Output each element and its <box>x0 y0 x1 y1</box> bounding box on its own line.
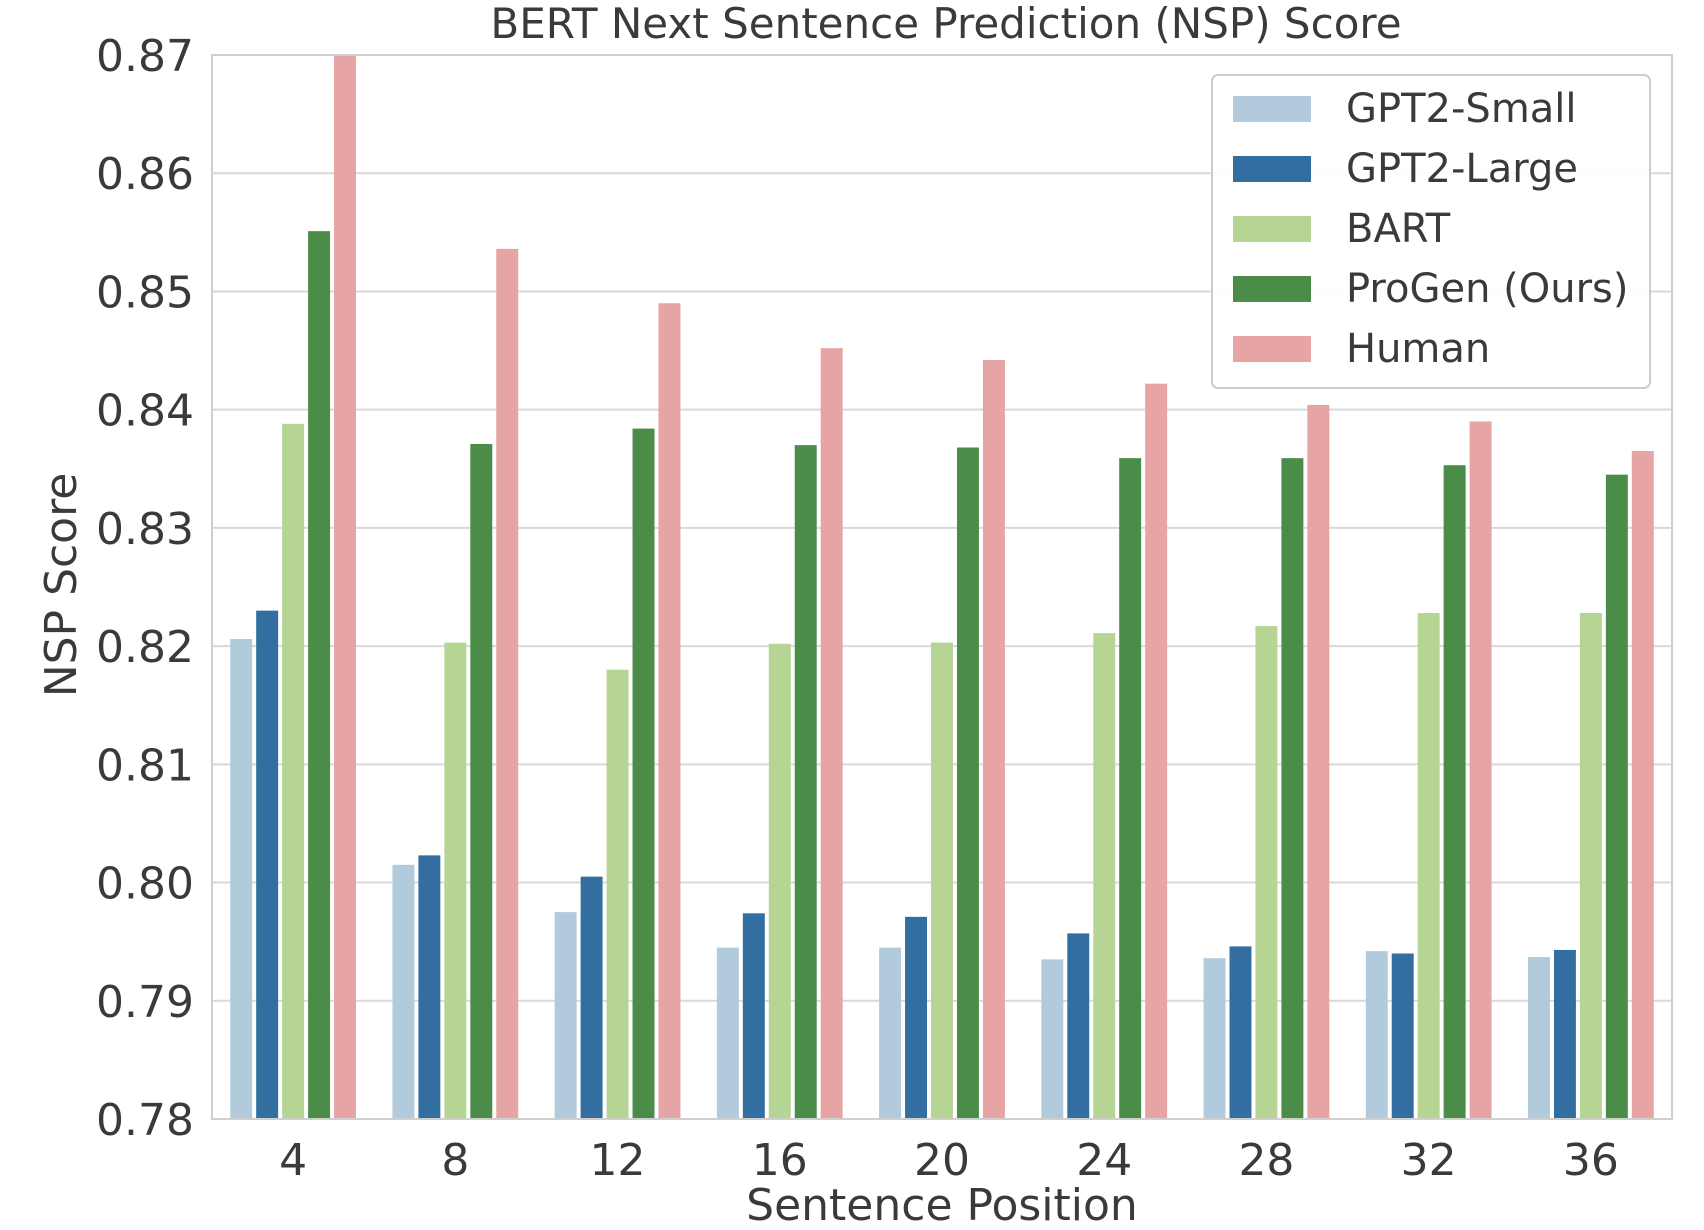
legend-swatch <box>1233 276 1311 302</box>
x-tick-label: 32 <box>1401 1135 1457 1186</box>
bar <box>1365 951 1388 1119</box>
bar <box>956 447 979 1119</box>
x-tick-label: 28 <box>1238 1135 1294 1186</box>
bar <box>931 642 953 1119</box>
x-tick-labels: 4 8 12 16 20 24 28 32 36 <box>279 1135 1619 1186</box>
x-tick-label: 36 <box>1563 1135 1619 1186</box>
y-tick-label: 0.80 <box>96 859 194 910</box>
legend-items: GPT2-Small GPT2-Large BART ProGen (Ours) Hum… <box>1233 86 1628 372</box>
y-tick-labels: 0.78 0.79 0.80 0.81 0.82 0.83 0.84 0.85 0.86 0.87 <box>96 31 194 1146</box>
bar <box>418 855 441 1119</box>
bar <box>554 912 577 1119</box>
y-tick-label: 0.87 <box>96 31 194 82</box>
bar <box>334 55 356 1119</box>
bar <box>1417 613 1440 1119</box>
bar <box>1528 957 1550 1119</box>
bar <box>1391 953 1414 1119</box>
bar <box>716 947 739 1119</box>
bars <box>230 55 1654 1120</box>
bar <box>632 428 655 1119</box>
bar <box>1067 933 1090 1119</box>
x-tick-label: 16 <box>752 1135 808 1186</box>
plot-frame <box>211 54 1673 1120</box>
y-tick-label: 0.78 <box>96 1095 194 1146</box>
bar <box>606 669 629 1119</box>
x-axis-label: Sentence Position <box>746 1180 1138 1226</box>
legend-frame <box>1211 74 1651 389</box>
bar <box>496 248 519 1119</box>
legend-swatch <box>1233 156 1311 182</box>
bar <box>820 348 843 1119</box>
bar <box>742 913 765 1119</box>
y-tick-label: 0.79 <box>96 977 194 1028</box>
legend-label: BART <box>1346 206 1451 252</box>
x-tick-label: 4 <box>279 1135 307 1186</box>
x-tick-label: 8 <box>441 1135 469 1186</box>
bar <box>256 610 279 1119</box>
bar <box>580 876 603 1119</box>
bar <box>1631 451 1654 1119</box>
x-tick-label: 12 <box>590 1135 646 1186</box>
y-tick-label: 0.85 <box>96 267 194 318</box>
bar <box>1281 458 1304 1119</box>
bar <box>1229 946 1252 1119</box>
legend-label: GPT2-Large <box>1346 146 1578 192</box>
bar <box>658 303 681 1119</box>
bar <box>1469 421 1492 1119</box>
legend-label: ProGen (Ours) <box>1346 266 1628 312</box>
y-tick-label: 0.84 <box>96 386 194 437</box>
x-tick-label: 24 <box>1076 1135 1132 1186</box>
chart-title: BERT Next Sentence Prediction (NSP) Scor… <box>490 0 1401 48</box>
bar <box>1605 474 1628 1119</box>
legend-swatch <box>1233 216 1311 242</box>
bar <box>879 947 902 1119</box>
bar <box>1579 613 1602 1119</box>
bar <box>1093 633 1116 1119</box>
bar <box>768 643 791 1119</box>
bar <box>282 423 305 1119</box>
bar <box>1307 404 1330 1120</box>
bar <box>444 642 467 1119</box>
bar <box>308 231 331 1119</box>
legend-swatch <box>1233 336 1311 362</box>
y-tick-label: 0.82 <box>96 622 194 673</box>
legend-swatch <box>1233 96 1311 122</box>
bar <box>1443 465 1466 1120</box>
bar <box>470 443 493 1119</box>
y-tick-label: 0.81 <box>96 740 194 791</box>
bar <box>1553 949 1576 1119</box>
legend-label: Human <box>1346 326 1490 372</box>
bar <box>982 360 1005 1120</box>
y-axis-label: NSP Score <box>36 473 87 698</box>
bar <box>1255 626 1278 1119</box>
bar <box>1119 458 1142 1119</box>
bar <box>230 639 253 1119</box>
bar <box>392 864 415 1119</box>
x-tick-label: 20 <box>914 1135 970 1186</box>
legend: GPT2-Small GPT2-Large BART ProGen (Ours) Hum… <box>1211 74 1651 389</box>
legend-label: GPT2-Small <box>1346 86 1577 132</box>
bar <box>794 445 817 1120</box>
bar <box>1145 383 1168 1119</box>
bar <box>905 916 928 1119</box>
y-tick-label: 0.83 <box>96 504 194 555</box>
bar <box>1203 958 1226 1119</box>
y-tick-label: 0.86 <box>96 149 194 200</box>
bar <box>1041 959 1064 1119</box>
